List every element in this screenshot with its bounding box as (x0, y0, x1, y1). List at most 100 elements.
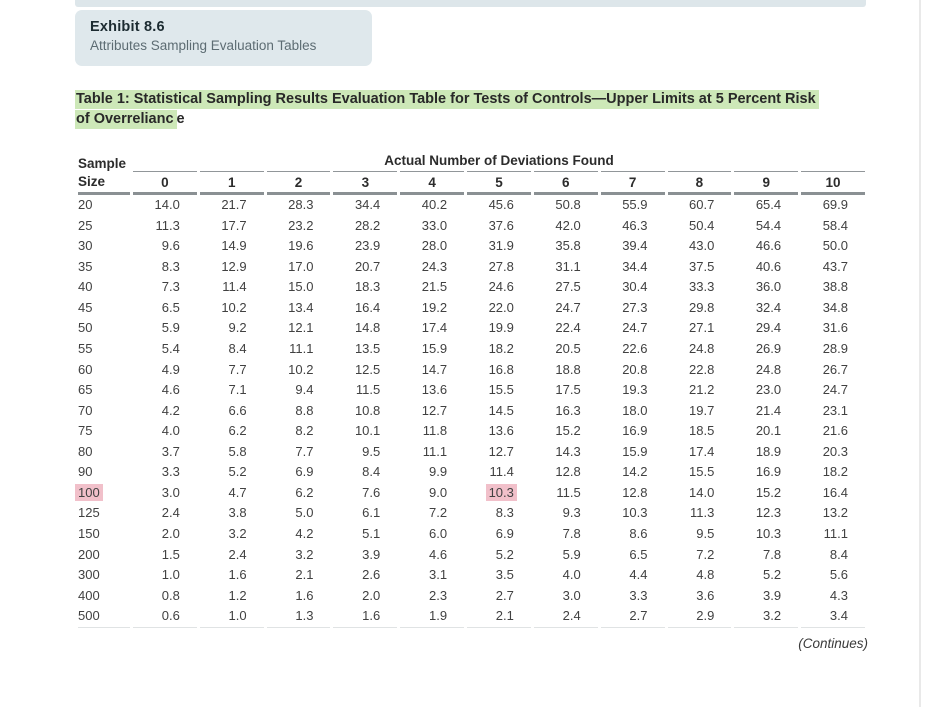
upper-limit-cell: 16.3 (555, 402, 581, 418)
upper-limit-cell: 27.1 (689, 320, 715, 336)
table-row: 80 3.7 5.8 7.7 9.5 11.1 12.7 14.3 15.9 17.4 18.9 20… (78, 442, 865, 463)
upper-limit-cell: 9.5 (696, 526, 715, 541)
upper-limit-cell: 21.6 (822, 423, 848, 439)
upper-limit-cell: 24.7 (822, 382, 848, 398)
upper-limit-cell: 12.1 (288, 320, 314, 336)
table-row: 70 4.2 6.6 8.8 10.8 12.7 14.5 16.3 18.0 19.7 21.4 2… (78, 401, 865, 422)
deviations-column-header: 6 (533, 171, 598, 195)
upper-limit-cell: 28.9 (822, 340, 848, 356)
upper-limit-cell: 2.1 (295, 567, 314, 583)
upper-limit-cell: 18.0 (622, 402, 648, 418)
upper-limit-cell: 19.2 (421, 299, 448, 315)
page-edge-line (919, 0, 921, 707)
upper-limit-cell: 2.3 (428, 587, 448, 603)
upper-limit-cell: 18.3 (354, 279, 381, 295)
upper-limit-cell: 28.3 (288, 197, 314, 212)
upper-limit-cell: 2.0 (362, 587, 381, 603)
upper-limit-cell: 46.6 (755, 238, 782, 254)
upper-limit-cell: 5.1 (362, 526, 381, 541)
upper-limit-cell: 1.0 (161, 567, 180, 583)
upper-limit-cell: 6.0 (428, 526, 448, 541)
upper-limit-cell: 16.9 (622, 423, 648, 439)
table-row: 150 2.0 3.2 4.2 5.1 6.0 6.9 7.8 8.6 9.5 10.3 11.1 (78, 524, 865, 545)
upper-limit-cell: 9.2 (228, 320, 247, 336)
sample-size-cell: 40 (78, 279, 93, 295)
upper-limit-cell: 23.9 (354, 238, 381, 254)
upper-limit-cell: 7.2 (428, 505, 448, 521)
upper-limit-cell: 3.4 (801, 606, 865, 628)
upper-limit-cell: 16.9 (755, 464, 782, 480)
sample-size-cell: 60 (78, 361, 93, 377)
upper-limit-cell: 5.6 (829, 567, 848, 583)
upper-limit-cell: 6.5 (161, 299, 180, 315)
upper-limit-cell: 15.5 (488, 382, 514, 398)
table-title-line2-rest: e (176, 110, 185, 127)
upper-limit-cell: 24.7 (555, 299, 581, 315)
table-row: 90 3.3 5.2 6.9 8.4 9.9 11.4 12.8 14.2 15.5 16.9 18.… (78, 462, 865, 483)
sample-size-cell: 25 (78, 217, 93, 233)
upper-limit-cell: 18.2 (488, 340, 514, 356)
upper-limit-cell: 1.5 (161, 546, 180, 562)
upper-limit-cell: 7.8 (763, 546, 782, 562)
upper-limit-cell: 18.8 (555, 361, 581, 377)
upper-limit-cell: 11.1 (823, 526, 848, 541)
upper-limit-cell: 60.7 (689, 197, 715, 212)
upper-limit-cell: 4.3 (829, 587, 848, 603)
upper-limit-cell: 9.5 (362, 443, 381, 459)
upper-limit-cell: 9.3 (562, 505, 581, 521)
table-title: Table 1: Statistical Sampling Results Ev… (75, 90, 885, 129)
upper-limit-cell: 1.2 (228, 587, 247, 603)
upper-limit-cell: 8.8 (295, 402, 314, 418)
upper-limit-cell: 16.4 (354, 299, 381, 315)
upper-limit-cell: 24.8 (755, 361, 782, 377)
upper-limit-cell: 4.2 (161, 402, 180, 418)
upper-limit-cell: 12.5 (354, 361, 381, 377)
upper-limit-cell: 11.1 (289, 340, 314, 356)
table-row: 300 1.0 1.6 2.1 2.6 3.1 3.5 4.0 4.4 4.8 5.2 5.6 (78, 565, 865, 586)
upper-limit-cell: 14.9 (221, 238, 247, 254)
upper-limit-cell: 10.1 (354, 423, 381, 439)
sample-size-cell: 200 (78, 546, 100, 562)
upper-limit-cell: 1.9 (400, 606, 465, 628)
upper-limit-cell: 35.8 (555, 238, 581, 254)
upper-limit-cell: 22.0 (488, 299, 514, 315)
upper-limit-cell: 31.9 (488, 238, 514, 254)
upper-limit-cell: 50.8 (555, 197, 581, 212)
deviations-column-header: 9 (734, 171, 799, 195)
sample-size-cell: 500 (78, 606, 130, 628)
upper-limit-cell: 19.9 (488, 320, 514, 336)
upper-limit-cell: 33.3 (689, 279, 715, 295)
upper-limit-cell: 4.6 (161, 382, 180, 398)
upper-limit-cell: 43.0 (689, 238, 715, 254)
table-row: 500 0.6 1.0 1.3 1.6 1.9 2.1 2.4 2.7 2.9 3.2 3.4 (78, 606, 865, 628)
upper-limit-cell: 5.2 (495, 546, 514, 562)
upper-limit-cell: 23.1 (822, 402, 848, 418)
upper-limit-cell: 28.0 (421, 238, 448, 254)
upper-limit-cell: 17.0 (288, 258, 314, 274)
deviations-column-header: 3 (333, 171, 398, 195)
upper-limit-cell: 40.6 (755, 258, 782, 274)
upper-limit-cell: 43.7 (822, 258, 848, 274)
deviations-column-header: 10 (801, 171, 865, 195)
sample-size-cell: 50 (78, 320, 93, 336)
sample-size-cell: 30 (78, 238, 93, 254)
upper-limit-cell: 15.5 (689, 464, 715, 480)
upper-limit-cell: 3.1 (428, 567, 448, 583)
table-row: 100 3.0 4.7 6.2 7.6 9.0 10.3 11.5 12.8 14.0 15.2 16… (75, 483, 865, 504)
data-table: Sample Actual Number of Deviations Found… (75, 146, 868, 628)
upper-limit-cell: 19.3 (622, 382, 648, 398)
upper-limit-cell: 10.2 (221, 299, 247, 315)
upper-limit-cell: 69.9 (822, 197, 848, 212)
sample-size-cell: 100 (75, 483, 130, 504)
upper-limit-cell: 3.8 (228, 505, 247, 521)
sample-size-cell: 150 (78, 526, 100, 541)
upper-limit-cell: 17.4 (421, 320, 448, 336)
deviations-column-header: 0 (133, 171, 197, 195)
upper-limit-cell: 24.8 (689, 340, 715, 356)
upper-limit-cell: 27.8 (488, 258, 514, 274)
upper-limit-cell: 6.9 (295, 464, 314, 480)
sample-size-cell: 70 (78, 402, 93, 418)
upper-limit-cell: 7.2 (696, 546, 715, 562)
upper-limit-cell: 11.8 (422, 423, 448, 439)
sample-size-cell: 45 (78, 299, 93, 315)
